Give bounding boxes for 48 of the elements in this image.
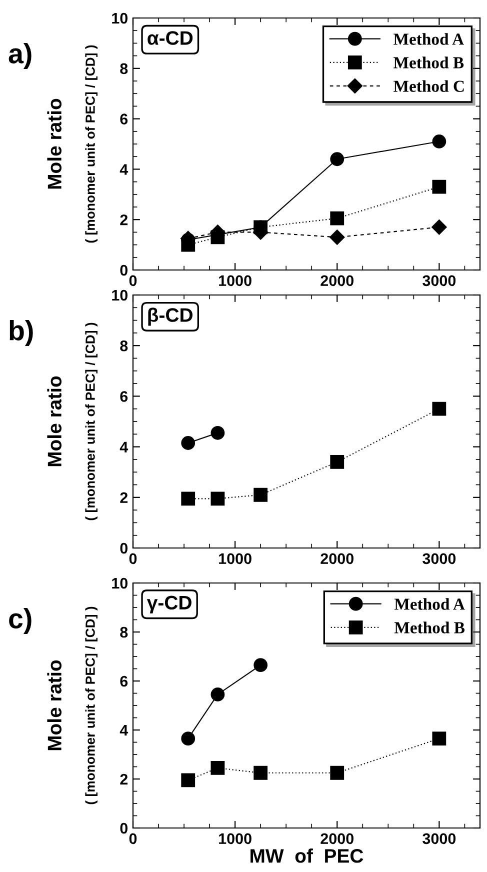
y-tick-label: 10: [112, 290, 128, 301]
legend-label: Method C: [394, 80, 464, 92]
y-tick-label: 10: [112, 578, 128, 589]
y-tick-label: 2: [120, 214, 128, 226]
x-tick-label: 0: [129, 275, 137, 286]
text: γ-CD: [146, 596, 192, 614]
y-tick-label: 10: [112, 12, 128, 24]
y-tick-label: 6: [120, 676, 128, 687]
x-tick-label: 0: [129, 553, 137, 564]
x-tick-label: 3000: [422, 833, 456, 844]
x-tick-label: 1000: [219, 275, 252, 286]
x-tick-label: 2000: [320, 833, 354, 844]
y-tick-label: 6: [120, 391, 128, 402]
legend-label: Method B: [394, 56, 464, 68]
legend-label: Method A: [394, 598, 465, 610]
y-tick-label: 0: [120, 542, 128, 554]
text: a): [8, 43, 32, 69]
y-axis-title: Mole ratio: [47, 660, 62, 750]
x-tick-label: 1000: [219, 553, 252, 564]
y-tick-label: 8: [120, 340, 128, 352]
x-tick-label: 2000: [320, 553, 354, 564]
x-tick-label: 1000: [219, 833, 252, 844]
y-axis-title: Mole ratio: [47, 98, 62, 189]
text: ( [monomer unit of PEC] / [CD] ): [85, 45, 98, 243]
x-tick-label: 3000: [422, 553, 456, 564]
legend-label: Method B: [394, 622, 465, 634]
x-tick-label: 0: [129, 833, 137, 844]
y-tick-label: 4: [120, 725, 128, 736]
text: ( [monomer unit of PEC] / [CD] ): [85, 606, 98, 804]
y-tick-label: 0: [120, 264, 128, 276]
y-tick-label: 8: [120, 63, 128, 74]
x-tick-label: 3000: [422, 275, 456, 286]
y-tick-label: 2: [120, 492, 128, 503]
legend-label: Method A: [394, 33, 464, 45]
y-axis-title: Mole ratio: [47, 376, 62, 466]
y-tick-label: 0: [120, 822, 128, 834]
text: β-CD: [148, 308, 192, 326]
y-tick-label: 8: [120, 626, 128, 638]
y-tick-label: 2: [120, 774, 128, 785]
text: α-CD: [148, 31, 193, 45]
y-tick-label: 4: [120, 442, 128, 452]
text: ( [monomer unit of PEC] / [CD] ): [85, 322, 98, 520]
text: b): [10, 320, 33, 346]
x-axis-title: MW of PEC: [250, 848, 364, 863]
text: c): [9, 608, 32, 634]
y-tick-label: 6: [120, 114, 128, 124]
y-tick-label: 4: [120, 164, 128, 175]
x-tick-label: 2000: [320, 275, 354, 286]
